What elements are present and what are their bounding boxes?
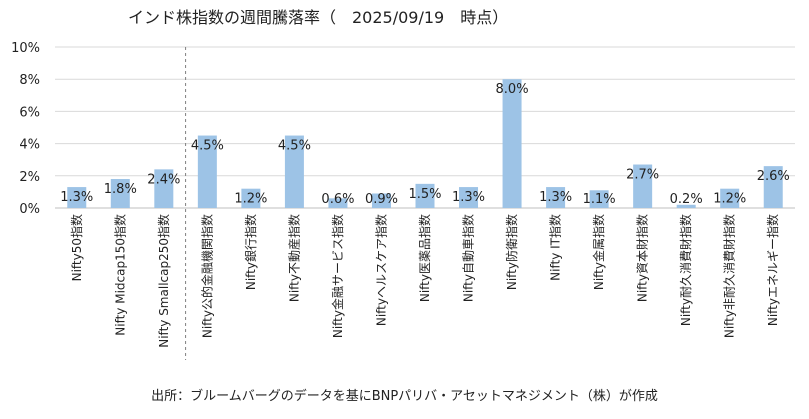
category-label: Nifty金融サービス指数 bbox=[330, 214, 345, 338]
bar bbox=[502, 79, 522, 208]
category-label: Nifty IT指数 bbox=[548, 214, 563, 281]
data-label: 1.3% bbox=[539, 190, 572, 205]
category-label: Nifty公的金融機関指数 bbox=[199, 214, 214, 338]
bar bbox=[546, 187, 566, 208]
category-label: Niftyエネルギー指数 bbox=[765, 214, 780, 326]
bar bbox=[371, 193, 391, 208]
category-label: Nifty耐久消費財指数 bbox=[678, 214, 693, 326]
bar bbox=[459, 187, 479, 208]
bar bbox=[720, 188, 740, 208]
y-tick-label: 4% bbox=[19, 138, 40, 153]
chart-title: インド株指数の週間騰落率（ 2025/09/19 時点） bbox=[128, 8, 509, 27]
bar bbox=[415, 183, 435, 208]
bar-chart: 0% 2% 4% 6% 8% 10% 1.3% Nifty50指数 1.8% Nifty Midc… bbox=[11, 41, 795, 360]
y-tick-label: 8% bbox=[19, 73, 40, 88]
data-label: 0.2% bbox=[670, 192, 703, 207]
bar bbox=[154, 169, 174, 208]
bar bbox=[676, 204, 696, 208]
data-label: 1.1% bbox=[583, 192, 616, 207]
category-label: Nifty医薬品指数 bbox=[417, 214, 432, 302]
category-label: Nifty自動車指数 bbox=[461, 214, 476, 302]
category-label: Nifty50指数 bbox=[69, 214, 84, 281]
data-label: 2.6% bbox=[757, 169, 790, 184]
category-label: Nifty資本財指数 bbox=[635, 214, 650, 302]
bar bbox=[197, 135, 217, 208]
bar bbox=[589, 190, 609, 208]
data-label: 1.2% bbox=[713, 192, 746, 207]
data-label: 2.7% bbox=[626, 168, 659, 183]
category-label: Nifty Smallcap250指数 bbox=[156, 214, 171, 348]
bar bbox=[110, 179, 130, 208]
data-label: 1.3% bbox=[452, 190, 485, 205]
data-label: 0.6% bbox=[321, 192, 354, 207]
category-label: Nifty金属指数 bbox=[591, 214, 606, 290]
category-label: Nifty防衛指数 bbox=[504, 214, 519, 290]
bar bbox=[67, 187, 87, 208]
data-label: 4.5% bbox=[278, 139, 311, 154]
data-label: 0.9% bbox=[365, 192, 398, 207]
source-note: 出所：ブルームバーグのデータを基にBNPパリバ・アセットマネジメント（株）が作成 bbox=[151, 389, 658, 404]
data-label: 1.5% bbox=[408, 187, 441, 202]
bar bbox=[633, 164, 653, 208]
data-label: 1.2% bbox=[234, 192, 267, 207]
data-label: 2.4% bbox=[147, 172, 180, 187]
y-tick-label: 2% bbox=[19, 170, 40, 185]
bar bbox=[763, 166, 783, 208]
category-label: Nifty非耐久消費財指数 bbox=[722, 214, 737, 338]
category-label: Nifty不動産指数 bbox=[286, 214, 301, 302]
data-label: 4.5% bbox=[191, 139, 224, 154]
data-label: 8.0% bbox=[496, 82, 529, 97]
data-label: 1.3% bbox=[60, 190, 93, 205]
category-label: Nifty銀行指数 bbox=[243, 214, 258, 290]
category-label: Nifty Midcap150指数 bbox=[112, 214, 127, 336]
bar bbox=[241, 188, 261, 208]
y-tick-label: 10% bbox=[11, 41, 40, 56]
category-label: Niftyヘルスケア指数 bbox=[373, 214, 388, 326]
bar bbox=[328, 198, 348, 208]
bar bbox=[284, 135, 304, 208]
data-label: 1.8% bbox=[104, 182, 137, 197]
y-tick-label: 6% bbox=[19, 105, 40, 120]
y-tick-label: 0% bbox=[19, 202, 40, 217]
